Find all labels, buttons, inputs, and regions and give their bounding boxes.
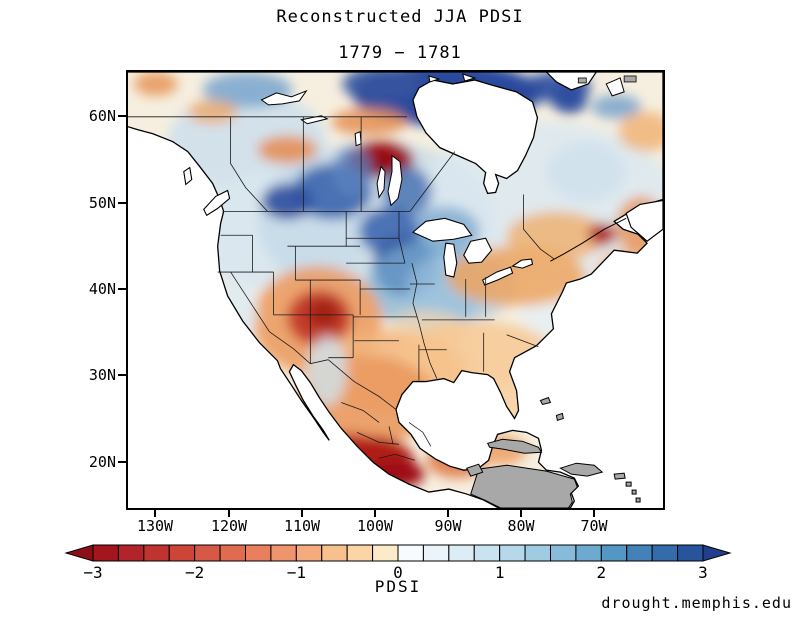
colorbar-tick-label: −1 bbox=[287, 563, 306, 582]
hudson-bay bbox=[412, 79, 539, 195]
colorbar-tick-label: −2 bbox=[185, 563, 204, 582]
lon-tick-label: 90W bbox=[434, 517, 462, 535]
colorbar-segment bbox=[117, 544, 145, 562]
colorbar-segment bbox=[372, 544, 399, 562]
colorbar-segment bbox=[295, 544, 323, 562]
colorbar-segment bbox=[194, 544, 221, 562]
colorbar-segment bbox=[550, 544, 577, 562]
map-plot-area bbox=[126, 70, 665, 510]
lon-tick-mark bbox=[520, 509, 522, 517]
colorbar-segment bbox=[92, 544, 119, 562]
st-lawrence-river bbox=[550, 217, 627, 262]
lon-tick-label: 80W bbox=[507, 517, 535, 535]
colorbar-segment bbox=[575, 544, 602, 562]
colorbar-segment bbox=[219, 544, 246, 562]
lon-tick-label: 70W bbox=[580, 517, 608, 535]
colorbar-segment bbox=[143, 544, 170, 562]
colorbar-segment bbox=[168, 544, 196, 562]
pacific-islands bbox=[183, 166, 231, 217]
colorbar-segment bbox=[245, 544, 272, 562]
lat-tick-label: 60N bbox=[88, 107, 116, 125]
figure-title: Reconstructed JJA PDSI bbox=[276, 7, 524, 27]
attribution-url: drought.memphis.edu bbox=[601, 594, 792, 612]
colorbar-right-arrow bbox=[702, 544, 732, 562]
figure-subtitle: 1779 − 1781 bbox=[338, 43, 462, 63]
colorbar-tick-label: −3 bbox=[83, 563, 102, 582]
great-lakes bbox=[411, 217, 534, 286]
lat-tick-mark bbox=[118, 461, 126, 463]
ungava-bay bbox=[605, 77, 625, 97]
colorbar-tick-label: 0 bbox=[393, 563, 403, 582]
colorbar-segment bbox=[651, 544, 679, 562]
colorbar-segment bbox=[626, 544, 653, 562]
lon-tick-mark bbox=[593, 509, 595, 517]
colorbar-left-arrow bbox=[64, 544, 94, 562]
lon-tick-label: 110W bbox=[283, 517, 321, 535]
arctic-islands bbox=[428, 73, 637, 84]
colorbar-tick-label: 3 bbox=[698, 563, 708, 582]
canadian-lakes bbox=[260, 89, 403, 207]
colorbar-segment bbox=[397, 544, 424, 562]
lon-tick-label: 130W bbox=[136, 517, 174, 535]
political-boundaries bbox=[128, 116, 555, 461]
lat-tick-label: 50N bbox=[88, 194, 116, 212]
lon-tick-label: 100W bbox=[356, 517, 394, 535]
lon-tick-label: 120W bbox=[210, 517, 248, 535]
colorbar-tick-label: 2 bbox=[597, 563, 607, 582]
hudson-strait bbox=[545, 72, 597, 91]
colorbar-segment bbox=[448, 544, 475, 562]
no-data-regions bbox=[466, 396, 641, 508]
lon-tick-mark bbox=[301, 509, 303, 517]
colorbar-segment bbox=[677, 544, 704, 562]
colorbar-segment bbox=[270, 544, 297, 562]
lat-tick-label: 40N bbox=[88, 280, 116, 298]
lat-tick-mark bbox=[118, 115, 126, 117]
lat-tick-label: 20N bbox=[88, 453, 116, 471]
lat-tick-mark bbox=[118, 288, 126, 290]
colorbar-segment bbox=[473, 544, 501, 562]
lat-tick-label: 30N bbox=[88, 366, 116, 384]
colorbar-segment bbox=[422, 544, 450, 562]
lat-tick-mark bbox=[118, 374, 126, 376]
north-america-pdsi-map bbox=[128, 72, 663, 508]
lat-tick-mark bbox=[118, 202, 126, 204]
colorbar-segment bbox=[524, 544, 551, 562]
coastline bbox=[128, 72, 663, 508]
colorbar-segment bbox=[321, 544, 348, 562]
colorbar-segment bbox=[600, 544, 628, 562]
colorbar-title: PDSI bbox=[374, 577, 422, 596]
gulf-of-st-lawrence bbox=[625, 199, 663, 242]
colorbar-segment bbox=[499, 544, 526, 562]
lon-tick-mark bbox=[374, 509, 376, 517]
colorbar-segment bbox=[346, 544, 374, 562]
lon-tick-mark bbox=[228, 509, 230, 517]
lon-tick-mark bbox=[154, 509, 156, 517]
lon-tick-mark bbox=[447, 509, 449, 517]
colorbar-tick-label: 1 bbox=[495, 563, 505, 582]
pdsi-colorbar: −3 −2 −1 0 1 2 3 bbox=[64, 544, 732, 582]
